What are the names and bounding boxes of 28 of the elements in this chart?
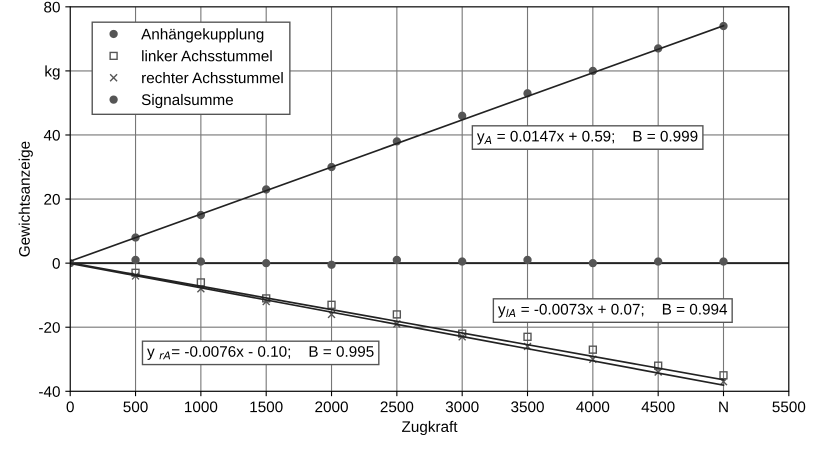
x-tick-label: 1500: [250, 401, 283, 412]
y-axis-title: Gewichtsanzeige: [18, 142, 33, 256]
x-tick-label: N: [719, 402, 728, 412]
annotation: y$_{lA}$ = -0.0073x + 0.07; B = 0.994: [498, 304, 728, 318]
legend-label: rechter Achsstummel: [142, 72, 283, 84]
x-tick-label: 2000: [315, 401, 348, 412]
y-tick-label: 0: [52, 258, 60, 269]
legend-label: linker Achsstummel: [142, 50, 272, 62]
x-tick-label: 4000: [576, 401, 610, 412]
x-tick-label: 3500: [511, 401, 544, 412]
y-tick-label: -40: [39, 386, 60, 397]
x-axis-title: Zugkraft: [402, 420, 458, 436]
x-tick-label: 5500: [772, 401, 806, 412]
legend-label: Signalsumme: [142, 94, 233, 108]
x-tick-label: 500: [123, 401, 148, 412]
x-tick-label: 0: [66, 401, 74, 412]
y-tick-label: 80: [44, 2, 60, 13]
y-tick-label: 40: [44, 130, 60, 141]
y-tick-label: -20: [39, 322, 60, 333]
y-tick-label: 20: [44, 194, 60, 205]
x-tick-label: 3000: [446, 401, 479, 412]
x-tick-label: 4500: [642, 401, 675, 412]
annotation: y$_{A}$ = 0.0147x + 0.59; B = 0.999: [476, 130, 698, 145]
annotation: y $_{rA}$= -0.0076x - 0.10; B = 0.995: [147, 346, 374, 360]
x-tick-label: 2500: [380, 401, 414, 412]
legend-label: Anhängekupplung: [141, 28, 264, 43]
x-tick-label: 1000: [185, 401, 218, 412]
y-tick-label: kg: [45, 65, 60, 80]
